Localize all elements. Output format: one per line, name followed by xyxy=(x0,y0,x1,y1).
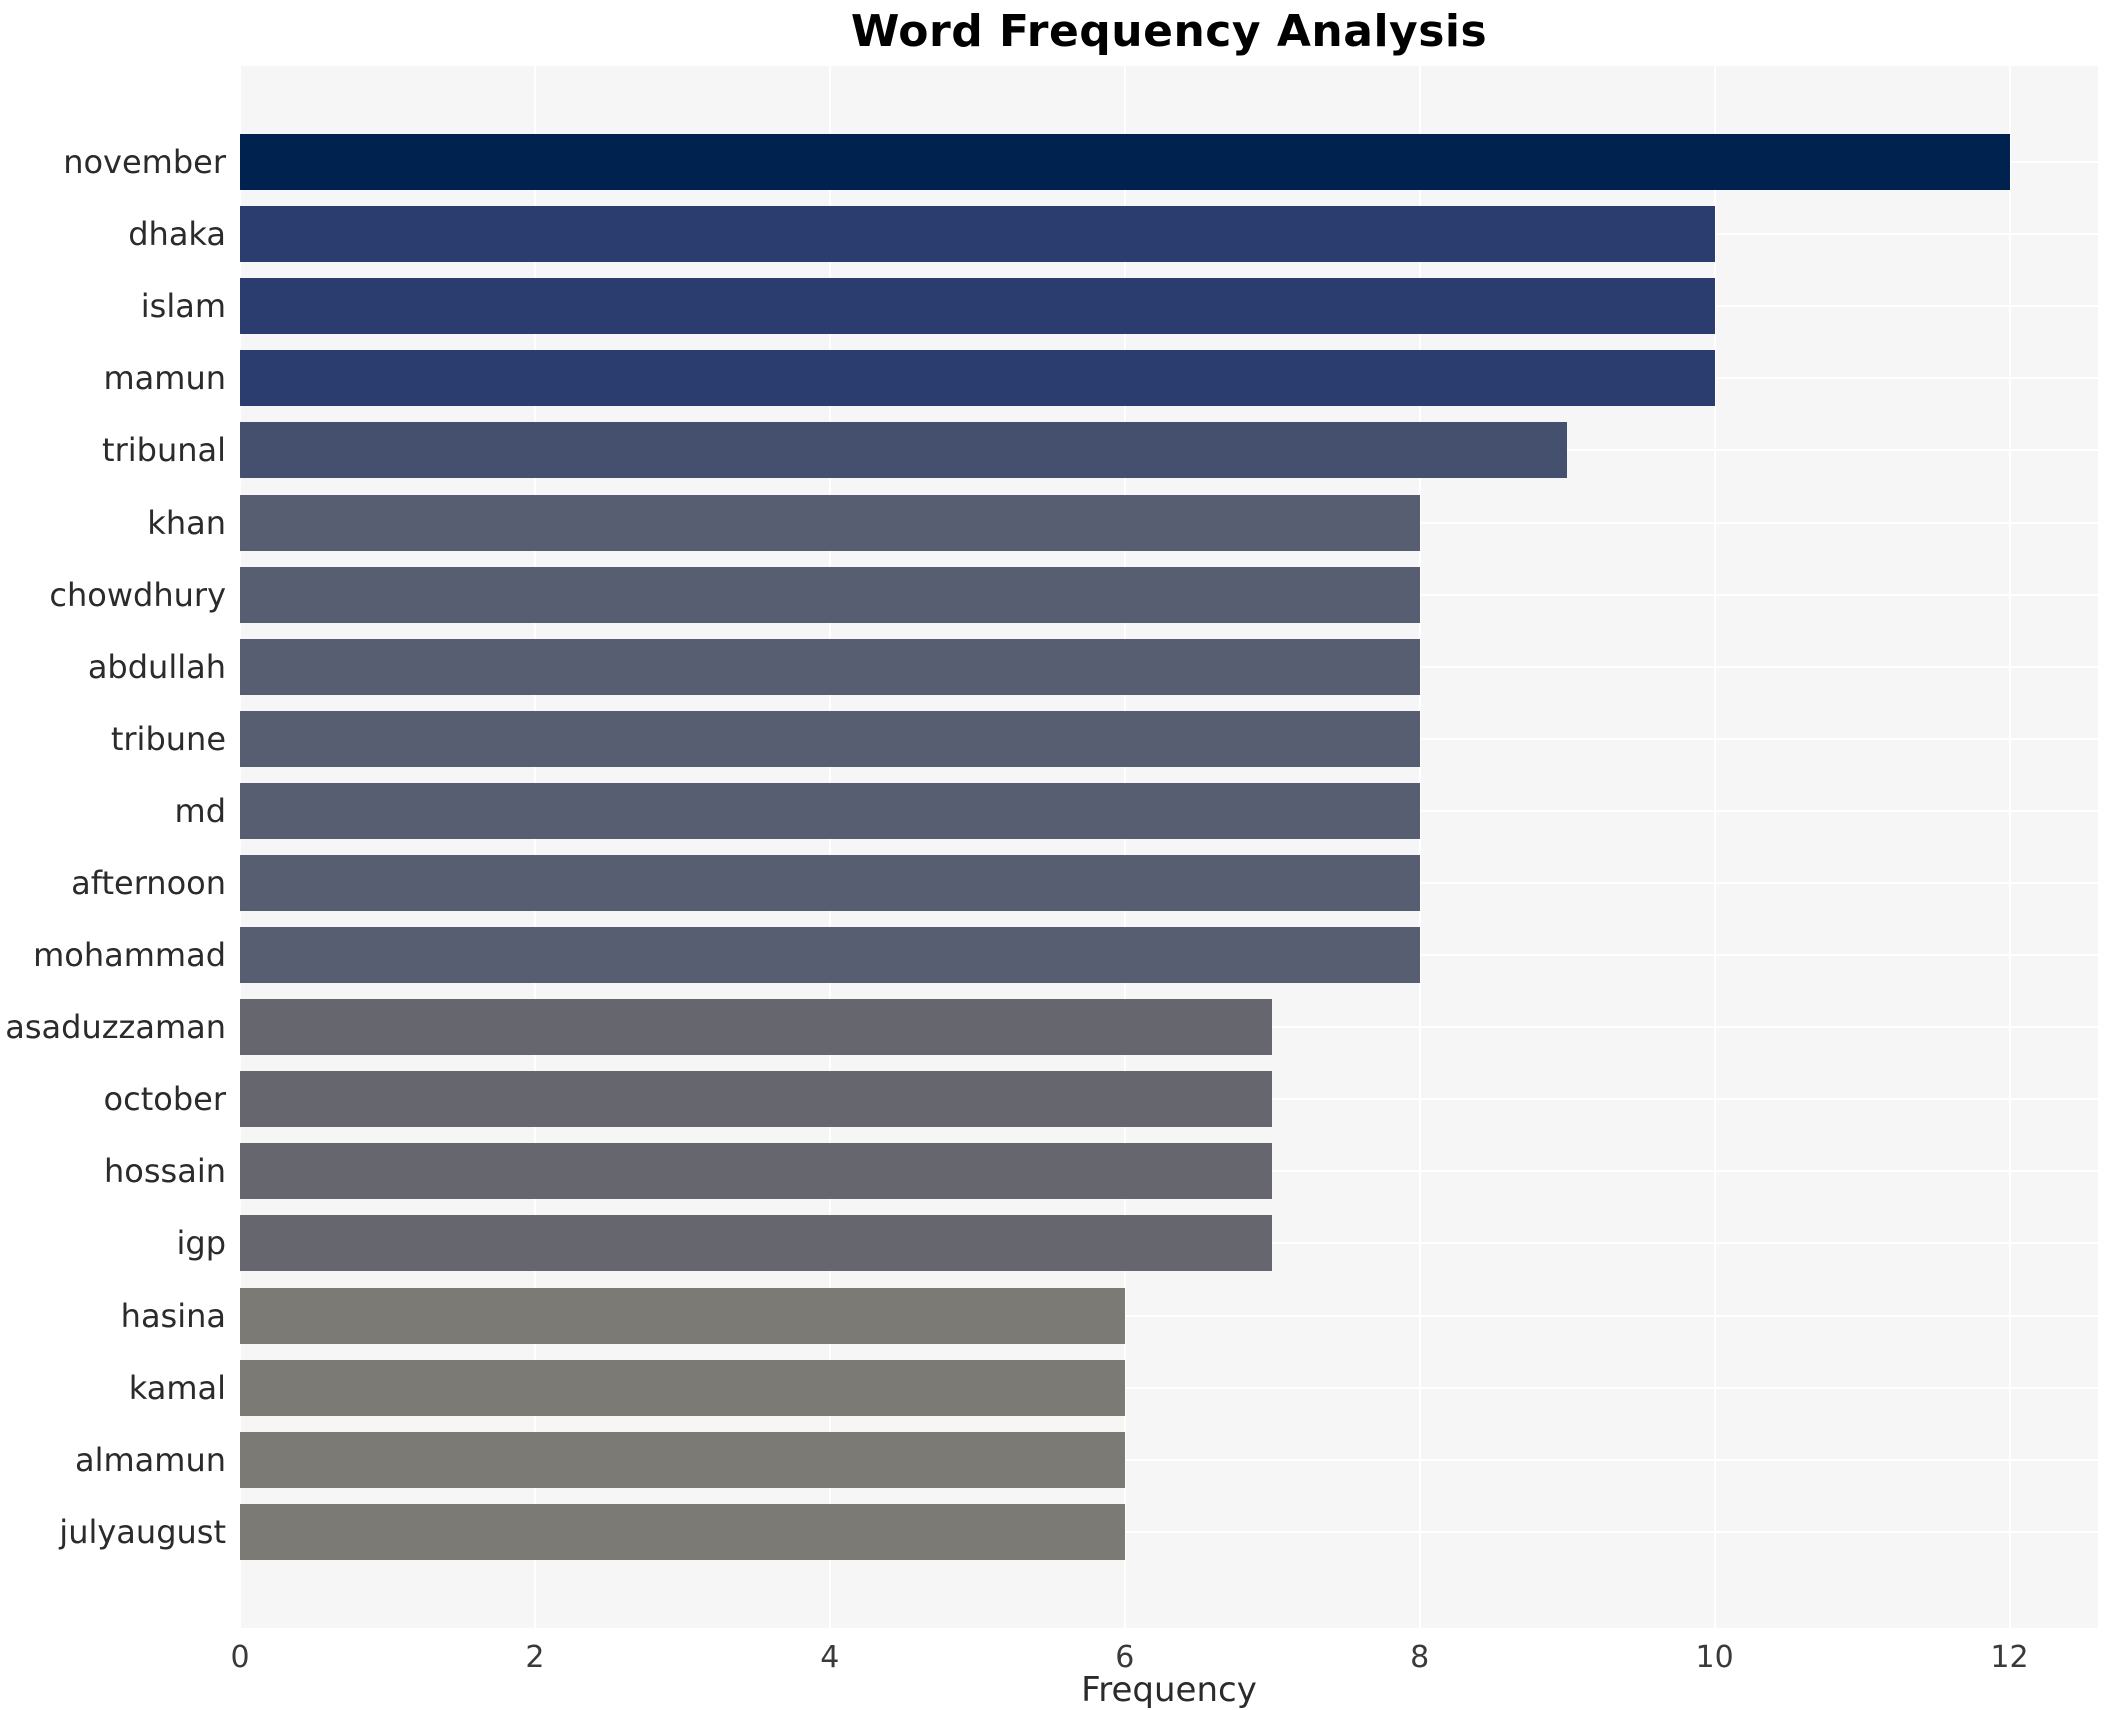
x-tick-label: 4 xyxy=(820,1640,840,1675)
bar xyxy=(240,710,1420,767)
bar-row: november xyxy=(63,126,2098,198)
category-label: mamun xyxy=(103,359,226,398)
bar-row: afternoon xyxy=(71,847,2098,919)
bar xyxy=(240,1359,1125,1416)
bar xyxy=(240,1071,1273,1128)
bar xyxy=(240,1287,1125,1344)
bar xyxy=(240,134,2010,191)
vertical-gridline xyxy=(828,66,831,1628)
vertical-gridline xyxy=(533,66,536,1628)
vertical-gridline xyxy=(239,66,241,1628)
category-label: hasina xyxy=(120,1296,226,1335)
bar-row: mohammad xyxy=(33,919,2098,991)
x-tick-label: 12 xyxy=(1990,1640,2029,1675)
category-label: igp xyxy=(176,1224,226,1263)
bar-row: islam xyxy=(141,270,2098,342)
vertical-gridline xyxy=(1123,66,1126,1628)
plot-area: november dhaka islam mamun tribunal khan chowd… xyxy=(5,66,2098,1628)
bar-row: julyaugust xyxy=(59,1496,2098,1568)
vertical-gridline xyxy=(1418,66,1421,1628)
category-label: khan xyxy=(147,503,226,542)
x-axis-label: Frequency xyxy=(1081,1670,1257,1710)
bar xyxy=(240,999,1273,1056)
vertical-gridline xyxy=(1713,66,1716,1628)
bar xyxy=(240,782,1420,839)
x-tick-label: 2 xyxy=(525,1640,545,1675)
category-label: dhaka xyxy=(128,215,226,254)
category-label: tribune xyxy=(110,719,226,758)
category-label: october xyxy=(103,1080,226,1119)
bar-row: hossain xyxy=(104,1135,2098,1207)
bar-row: kamal xyxy=(129,1352,2098,1424)
x-tick-label: 10 xyxy=(1695,1640,1734,1675)
category-label: asaduzzaman xyxy=(5,1008,226,1047)
category-label: chowdhury xyxy=(49,575,226,614)
bar xyxy=(240,1215,1273,1272)
bar-row: khan xyxy=(147,486,2098,558)
horizontal-gridline xyxy=(240,1386,2098,1389)
bar-row: asaduzzaman xyxy=(5,991,2098,1063)
horizontal-gridline xyxy=(240,1530,2098,1533)
horizontal-gridline xyxy=(240,1458,2098,1461)
chart-title: Word Frequency Analysis xyxy=(850,6,1488,57)
bar-row: chowdhury xyxy=(49,559,2098,631)
bar xyxy=(240,278,1715,335)
bar xyxy=(240,494,1420,551)
category-label: kamal xyxy=(128,1368,226,1407)
bar-row: dhaka xyxy=(128,198,2098,270)
vertical-gridline xyxy=(2008,66,2011,1628)
bar xyxy=(240,1143,1273,1200)
category-label: abdullah xyxy=(87,647,226,686)
bar-row: md xyxy=(175,775,2098,847)
bar xyxy=(240,854,1420,911)
category-label: hossain xyxy=(104,1152,226,1191)
bar xyxy=(240,566,1420,623)
x-tick-label: 8 xyxy=(1410,1640,1430,1675)
category-label: almamun xyxy=(74,1440,226,1479)
horizontal-gridline xyxy=(240,1314,2098,1317)
bar-row: abdullah xyxy=(88,631,2098,703)
bar-row: tribunal xyxy=(102,414,2098,486)
category-label: julyaugust xyxy=(59,1512,226,1551)
bar-row: october xyxy=(104,1063,2098,1135)
bar-rows: november dhaka islam mamun tribunal khan chowd… xyxy=(5,126,2098,1568)
bar-row: mamun xyxy=(103,342,2098,414)
bar-row: tribune xyxy=(111,703,2098,775)
category-label: mohammad xyxy=(33,936,226,975)
bar xyxy=(240,1503,1125,1560)
bar xyxy=(240,350,1715,407)
bar xyxy=(240,206,1715,263)
bar xyxy=(240,638,1420,695)
category-label: november xyxy=(63,143,226,182)
bar xyxy=(240,927,1420,984)
x-tick-label: 0 xyxy=(230,1640,250,1675)
bar-row: almamun xyxy=(75,1424,2098,1496)
bar-row: hasina xyxy=(121,1280,2098,1352)
x-tick-label: 6 xyxy=(1115,1640,1135,1675)
category-label: afternoon xyxy=(71,863,226,902)
category-label: tribunal xyxy=(102,431,226,470)
category-label: md xyxy=(174,791,226,830)
bar xyxy=(240,1431,1125,1488)
bar xyxy=(240,422,1568,479)
bar-row: igp xyxy=(176,1207,2098,1279)
category-label: islam xyxy=(140,287,226,326)
